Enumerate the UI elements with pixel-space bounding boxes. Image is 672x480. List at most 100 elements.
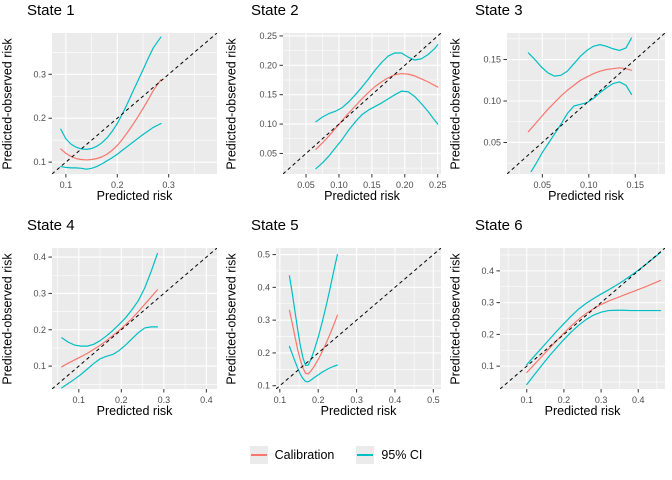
subplot-state-2: 0.05 0.10 0.15 0.20 0.25 0.05 0.10 0.15 0.20 0.25… <box>224 0 448 215</box>
x-tick-label: 0.1 <box>520 395 533 405</box>
y-tick-label: 0.05 <box>483 137 501 147</box>
y-tick-label: 0.4 <box>33 252 46 262</box>
x-tick-label: 0.1 <box>73 395 86 405</box>
y-tick-label: 0.1 <box>33 361 46 371</box>
ci-lower-line <box>315 90 439 170</box>
x-tick-label: 0.2 <box>558 395 571 405</box>
x-tick-label: 0.2 <box>115 395 128 405</box>
x-tick-label: 0.10 <box>580 180 598 190</box>
calibration-line <box>288 309 339 375</box>
ci-line-key-icon <box>356 446 375 464</box>
subplot-state-6: 0.1 0.2 0.3 0.4 0.1 0.2 0.3 0.4 State 6 Predict… <box>448 215 672 430</box>
calibration-line <box>61 289 159 368</box>
x-tick-label: 0.4 <box>200 395 213 405</box>
x-tick-label: 0.10 <box>330 180 348 190</box>
x-tick-label: 0.05 <box>297 180 315 190</box>
y-tick-label: 0.2 <box>481 329 494 339</box>
calibration-line <box>60 78 162 161</box>
plot-panel: 0.1 0.2 0.3 0.4 0.1 0.2 0.3 0.4 <box>33 248 217 405</box>
panel-background <box>52 248 217 389</box>
y-axis-title: Predicted-observed risk <box>449 37 463 170</box>
plot-panel: 0.1 0.2 0.3 0.4 0.5 0.1 0.2 0.3 0.4 0.5 <box>257 248 441 405</box>
ci-upper-line <box>61 252 159 347</box>
plot-title: State 4 <box>27 217 75 234</box>
y-tick-label: 0.15 <box>259 90 277 100</box>
y-tick-label: 0.3 <box>481 298 494 308</box>
plot-panel: 0.1 0.2 0.3 0.1 0.2 0.3 <box>33 33 217 190</box>
plot-title: State 6 <box>475 217 523 234</box>
plot-panel: 0.05 0.10 0.15 0.05 0.10 0.15 <box>483 33 665 190</box>
x-tick-label: 0.3 <box>595 395 608 405</box>
calibration-line-key-icon <box>249 446 268 464</box>
subplot-state-3: 0.05 0.10 0.15 0.05 0.10 0.15 State 3 Predict… <box>448 0 672 215</box>
x-axis-title: Predicted risk <box>548 189 624 203</box>
y-tick-label: 0.4 <box>257 282 270 292</box>
y-tick-label: 0.5 <box>257 250 270 260</box>
plot-title: State 3 <box>475 2 523 19</box>
y-tick-label: 0.1 <box>257 381 270 391</box>
y-axis-title: Predicted-observed risk <box>225 252 239 385</box>
x-tick-label: 0.3 <box>158 395 171 405</box>
y-tick-label: 0.2 <box>33 325 46 335</box>
y-axis-title: Predicted-observed risk <box>1 37 15 170</box>
legend-entry-calibration: Calibration <box>249 446 335 464</box>
y-tick-label: 0.05 <box>259 148 277 158</box>
y-axis-title: Predicted-observed risk <box>225 37 239 170</box>
x-axis-title: Predicted risk <box>96 189 173 203</box>
x-tick-label: 0.25 <box>429 180 447 190</box>
ci-upper-line <box>315 44 439 123</box>
x-tick-label: 0.2 <box>111 180 124 190</box>
y-axis-title: Predicted-observed risk <box>449 252 463 385</box>
x-tick-label: 0.3 <box>162 180 175 190</box>
identity-line <box>507 33 665 174</box>
facet-grid: 0.1 0.2 0.3 0.1 0.2 0.3 State 1 Predicted-obs… <box>0 0 672 430</box>
x-tick-label: 0.4 <box>389 395 402 405</box>
y-tick-label: 0.3 <box>33 288 46 298</box>
subplot-state-4: 0.1 0.2 0.3 0.4 0.1 0.2 0.3 0.4 State 4 Predict… <box>0 215 224 430</box>
x-tick-label: 0.15 <box>626 180 644 190</box>
legend-entry-95ci: 95% CI <box>356 446 422 464</box>
y-tick-label: 0.2 <box>33 113 46 123</box>
plot-title: State 2 <box>251 2 299 19</box>
calibration-line <box>315 72 439 150</box>
ci-lower-line <box>530 81 633 173</box>
legend-label: 95% CI <box>381 448 423 462</box>
plot-panel: 0.05 0.10 0.15 0.20 0.25 0.05 0.10 0.15 0.20 0.25 <box>259 31 447 190</box>
calibration-line-swatch <box>250 454 267 456</box>
panel-background <box>52 33 217 174</box>
subplot-state-5: 0.1 0.2 0.3 0.4 0.5 0.1 0.2 0.3 0.4 0.5 State 5 P… <box>224 215 448 430</box>
y-tick-label: 0.3 <box>33 69 46 79</box>
x-axis-title: Predicted risk <box>96 404 173 418</box>
y-tick-label: 0.2 <box>257 348 270 358</box>
x-tick-label: 0.4 <box>632 395 645 405</box>
x-axis-title: Predicted risk <box>544 404 621 418</box>
y-tick-label: 0.10 <box>483 96 501 106</box>
ci-lower-line <box>288 345 339 383</box>
ci-lower-line <box>61 326 159 389</box>
x-tick-label: 0.15 <box>363 180 381 190</box>
identity-line <box>283 33 441 174</box>
calibration-line <box>527 67 633 133</box>
calibration-line <box>526 279 662 374</box>
x-tick-label: 0.1 <box>274 395 287 405</box>
subplot-state-1: 0.1 0.2 0.3 0.1 0.2 0.3 State 1 Predicted-obs… <box>0 0 224 215</box>
x-tick-label: 0.1 <box>60 180 73 190</box>
y-tick-label: 0.3 <box>257 315 270 325</box>
plot-title: State 5 <box>251 217 299 234</box>
y-axis-title: Predicted-observed risk <box>1 252 15 385</box>
ci-upper-line <box>527 37 633 77</box>
legend-label: Calibration <box>274 448 335 462</box>
y-tick-label: 0.1 <box>33 157 46 167</box>
ci-line-swatch <box>357 454 374 456</box>
x-tick-label: 0.20 <box>396 180 414 190</box>
x-tick-label: 0.2 <box>312 395 325 405</box>
x-axis-title: Predicted risk <box>320 404 397 418</box>
x-axis-title: Predicted risk <box>324 189 400 203</box>
panel-background <box>276 248 441 389</box>
legend: Calibration 95% CI <box>0 430 672 480</box>
x-tick-label: 0.5 <box>427 395 440 405</box>
ci-lower-line <box>526 309 662 386</box>
ci-upper-line <box>60 36 162 150</box>
plot-title: State 1 <box>27 2 75 19</box>
plot-panel: 0.1 0.2 0.3 0.4 0.1 0.2 0.3 0.4 <box>481 248 665 405</box>
